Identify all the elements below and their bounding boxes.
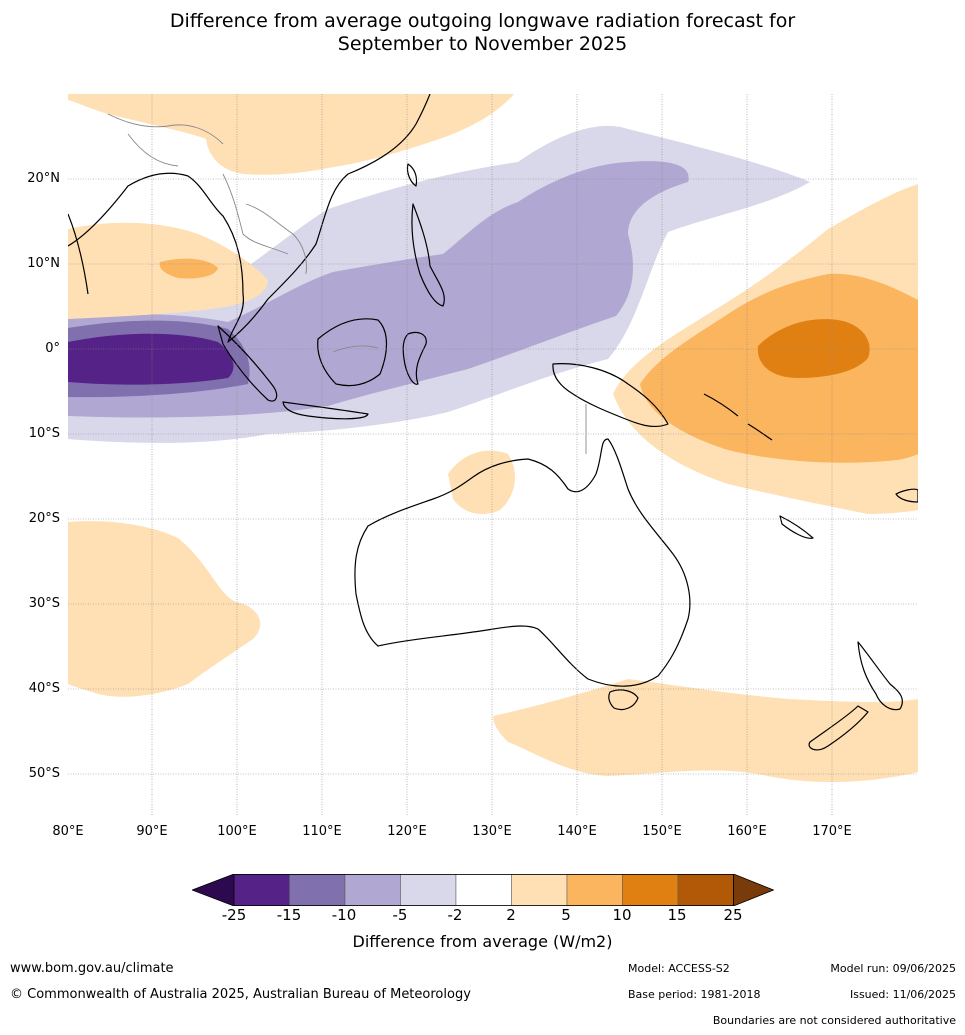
- lon-label-160e: 160°E: [727, 824, 767, 839]
- colorbar-frame: [233, 874, 734, 906]
- lon-label-170e: 170°E: [812, 824, 852, 839]
- lon-label-130e: 130°E: [472, 824, 512, 839]
- lon-label-150e: 150°E: [642, 824, 682, 839]
- region-light-orange-north-australia: [448, 450, 515, 515]
- website-link[interactable]: www.bom.gov.au/climate: [10, 961, 174, 976]
- new-zealand-north-coastline: [857, 641, 903, 711]
- colorbar-label: Difference from average (W/m2): [352, 932, 613, 951]
- new-caledonia-coastline: [779, 515, 814, 539]
- colorbar-segment-2: [289, 874, 346, 906]
- philippines-coastline: [411, 203, 445, 307]
- colorbar-segment-8: [622, 874, 679, 906]
- model-name: Model: ACCESS-S2: [628, 962, 730, 975]
- copyright-text: © Commonwealth of Australia 2025, Austra…: [10, 987, 471, 1002]
- title-line-1: Difference from average outgoing longwav…: [169, 10, 796, 32]
- lat-label-40s: 40°S: [28, 681, 60, 696]
- colorbar-over-arrow: [733, 874, 774, 906]
- region-mid-orange-indochina: [159, 258, 218, 279]
- boundaries-disclaimer: Boundaries are not considered authoritat…: [712, 1014, 956, 1027]
- colorbar-tick-15: 15: [667, 906, 687, 924]
- colorbar-tick-25: 25: [723, 906, 743, 924]
- colorbar-tick--15: -15: [276, 906, 302, 924]
- colorbar-segment-3: [344, 874, 401, 906]
- country-borders: [107, 113, 587, 454]
- lon-label-80e: 80°E: [52, 824, 84, 839]
- borneo-coastline: [317, 318, 388, 387]
- lat-label-50s: 50°S: [28, 766, 60, 781]
- india-coastline: [68, 213, 89, 295]
- colorbar-under-arrow: [192, 874, 235, 906]
- lon-label-110e: 110°E: [302, 824, 342, 839]
- lon-label-100e: 100°E: [217, 824, 257, 839]
- lon-label-120e: 120°E: [387, 824, 427, 839]
- colorbar-tick--5: -5: [392, 906, 408, 924]
- lat-label-10n: 10°N: [27, 256, 60, 271]
- solomon-islands-coastline: [703, 393, 773, 441]
- sumatra-coastline: [217, 325, 278, 402]
- lat-label-20s: 20°S: [28, 511, 60, 526]
- colorbar-tick--25: -25: [221, 906, 247, 924]
- olr-anomaly-map: [68, 94, 918, 815]
- region-very-strong-purple-core: [68, 333, 234, 385]
- colorbar-tick-5: 5: [561, 906, 571, 924]
- graticule: [68, 94, 918, 815]
- region-light-orange-southwest: [68, 521, 261, 697]
- colorbar-segment-7: [566, 874, 623, 906]
- fiji-coastline: [895, 488, 918, 503]
- map-title: Difference from average outgoing longwav…: [0, 10, 965, 56]
- region-orange-pacific-core: [757, 319, 870, 378]
- asia-mainland-coastline: [68, 94, 431, 343]
- colorbar: [192, 874, 774, 906]
- colorbar-tick-2: 2: [506, 906, 516, 924]
- region-light-orange-east-asia: [68, 94, 514, 175]
- colorbar-tick--2: -2: [447, 906, 463, 924]
- title-line-2: September to November 2025: [337, 33, 628, 55]
- lat-label-20n: 20°N: [27, 171, 60, 186]
- colorbar-segment-6: [511, 874, 568, 906]
- negative-anomaly-regions: [68, 125, 810, 443]
- issued-date: Issued: 11/06/2025: [849, 988, 956, 1001]
- colorbar-tick--10: -10: [331, 906, 357, 924]
- taiwan-coastline: [406, 163, 418, 187]
- lon-label-90e: 90°E: [136, 824, 168, 839]
- lat-label-30s: 30°S: [28, 596, 60, 611]
- colorbar-segment-5: [455, 874, 512, 906]
- region-light-orange-tasman: [493, 679, 918, 783]
- colorbar-segment-4: [400, 874, 457, 906]
- colorbar-segment-9: [677, 874, 734, 906]
- base-period: Base period: 1981-2018: [628, 988, 761, 1001]
- colorbar-segment-1: [233, 874, 290, 906]
- lat-label-10s: 10°S: [28, 426, 60, 441]
- colorbar-tick-10: 10: [612, 906, 632, 924]
- java-coastline: [282, 401, 369, 420]
- model-run-date: Model run: 09/06/2025: [830, 962, 956, 975]
- new-guinea-coastline: [552, 363, 669, 428]
- lat-label-0: 0°: [45, 341, 60, 356]
- lon-label-140e: 140°E: [557, 824, 597, 839]
- new-zealand-south-coastline: [808, 705, 869, 751]
- australia-coastline: [354, 438, 691, 687]
- tasmania-coastline: [608, 689, 639, 711]
